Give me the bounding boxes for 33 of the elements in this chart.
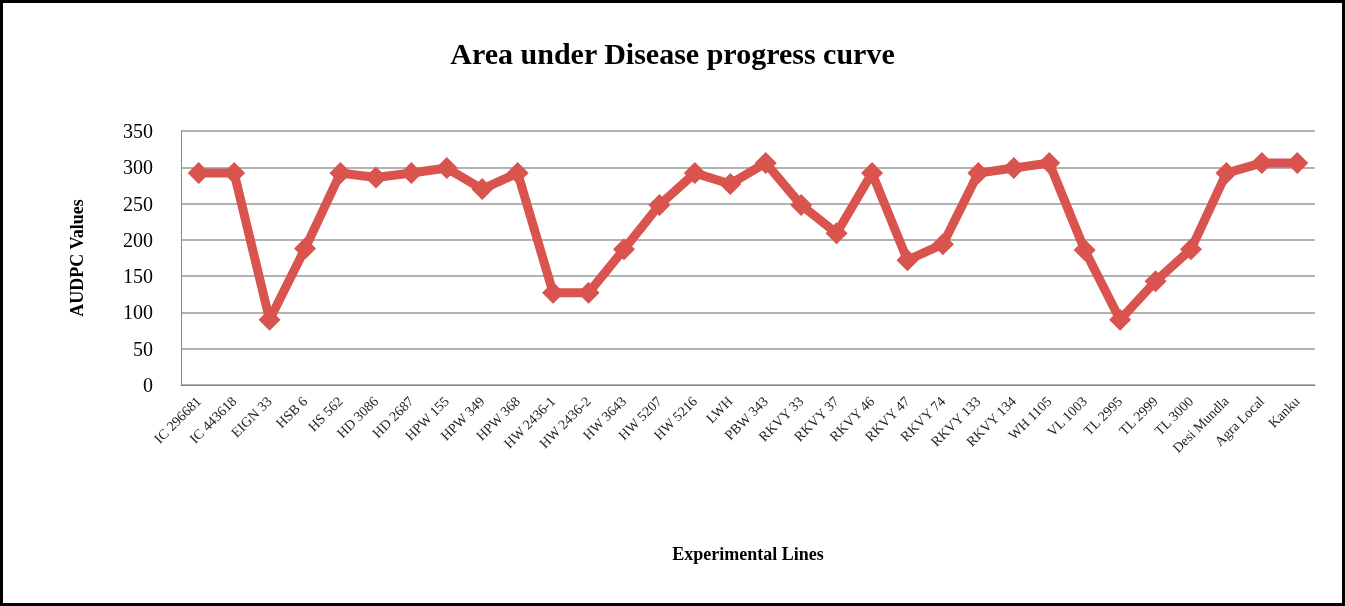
x-axis-title: Experimental Lines xyxy=(672,544,824,564)
point xyxy=(1179,238,1202,261)
point xyxy=(861,162,884,185)
y-tick-label: 150 xyxy=(123,265,153,288)
point xyxy=(719,172,742,195)
point xyxy=(1109,308,1132,331)
y-tick-label: 300 xyxy=(123,156,153,179)
point xyxy=(506,162,529,185)
point xyxy=(790,194,813,217)
point xyxy=(294,237,317,260)
point xyxy=(1144,270,1167,293)
y-tick-label: 350 xyxy=(123,120,153,142)
point xyxy=(683,162,706,185)
point xyxy=(1038,151,1061,174)
y-axis-title: AUDPC Values xyxy=(67,199,87,317)
y-tick-label: 0 xyxy=(143,374,153,396)
point xyxy=(825,222,848,245)
point xyxy=(931,233,954,256)
point xyxy=(896,249,919,272)
point xyxy=(612,238,635,261)
y-tick-label: 250 xyxy=(123,192,153,215)
point xyxy=(400,162,423,185)
y-tick-label: 100 xyxy=(123,301,153,324)
chart-title: Area under Disease progress curve xyxy=(450,36,895,70)
point xyxy=(648,194,671,217)
point xyxy=(967,162,990,185)
point xyxy=(329,162,352,185)
y-tick-label: 200 xyxy=(123,228,153,251)
point xyxy=(1215,162,1238,185)
y-tick-label: 50 xyxy=(133,337,153,360)
point xyxy=(1073,239,1096,262)
point xyxy=(471,178,494,201)
point xyxy=(754,151,777,174)
